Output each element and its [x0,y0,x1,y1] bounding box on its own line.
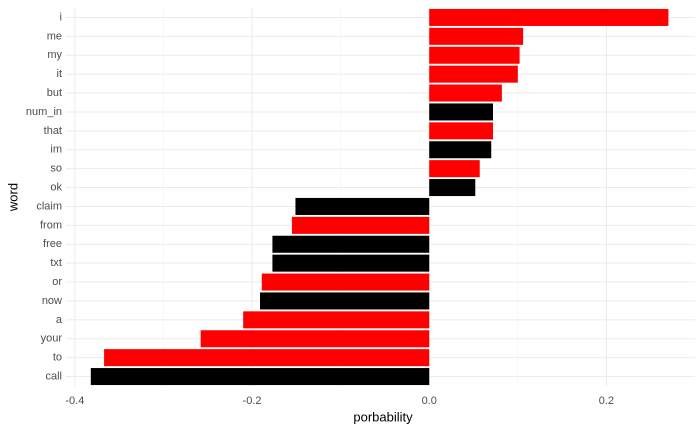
y-tick-label: me [47,30,62,42]
y-tick-label: ok [50,181,62,193]
bar [429,179,476,197]
bar [260,292,430,310]
y-tick-label: it [57,68,63,80]
y-tick-label: from [40,219,62,231]
bar [429,84,502,102]
bar [429,141,492,159]
bar [295,197,430,215]
y-tick-label: call [45,370,62,382]
x-tick-label: 0.0 [422,395,437,407]
bar [429,65,518,83]
y-tick-label: but [47,87,62,99]
bar [104,349,430,367]
y-tick-label: or [52,276,62,288]
y-tick-label: i [60,11,62,23]
bar [429,27,524,45]
bar [429,160,480,178]
x-tick-label: 0.2 [599,395,614,407]
x-tick-label: -0.4 [65,395,84,407]
y-tick-label: free [43,238,62,250]
y-tick-label: now [42,295,62,307]
bar [272,254,430,272]
x-tick-label: -0.2 [243,395,262,407]
x-axis-title: porbability [353,409,413,424]
y-tick-label: to [53,352,62,364]
bar [429,122,494,140]
y-tick-label: a [56,314,63,326]
y-tick-label: my [47,49,62,61]
y-tick-label: that [44,125,62,137]
y-tick-label: im [50,144,62,156]
y-tick-label: your [41,333,63,345]
bar [429,46,520,64]
y-tick-label: so [50,163,62,175]
y-axis-title: word [5,183,20,212]
y-tick-label: num_in [26,106,62,118]
y-tick-label: txt [50,257,62,269]
bar [429,103,494,121]
bar [90,368,430,386]
bar [272,235,430,253]
bar [261,273,430,291]
bar [291,216,430,234]
bar [200,330,430,348]
bar [243,311,430,329]
bar [429,8,669,26]
y-tick-label: claim [36,200,62,212]
